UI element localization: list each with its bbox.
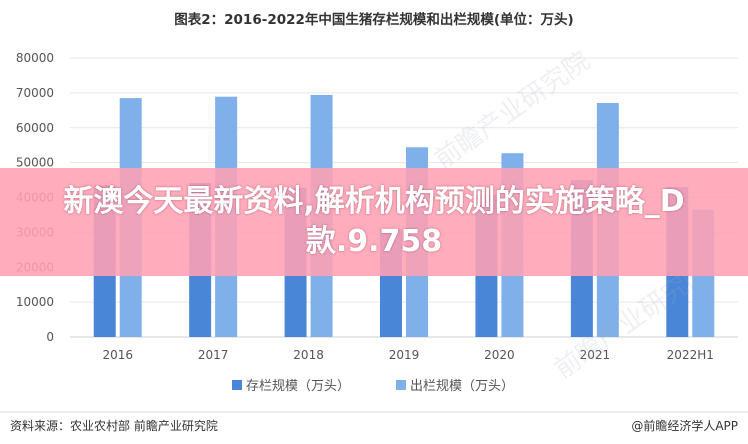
chart-title: 图表2：2016-2022年中国生猪存栏规模和出栏规模(单位：万头) (174, 11, 573, 28)
banner-headline: 新澳今天最新资料,解析机构预测的实施策略_D款.9.758 (63, 184, 685, 259)
x-tick-label: 2021 (580, 348, 611, 362)
brand-label: @前瞻经济学人APP (631, 418, 738, 433)
x-tick-label: 2022H1 (667, 348, 714, 362)
legend-swatch (232, 380, 242, 390)
headline-banner: 新澳今天最新资料,解析机构预测的实施策略_D款.9.758 (0, 168, 748, 276)
legend-swatch (396, 380, 406, 390)
x-tick-label: 2017 (198, 348, 229, 362)
x-tick-label: 2019 (389, 348, 420, 362)
y-tick-label: 10000 (16, 295, 54, 309)
legend-label: 出栏规模（万头） (410, 379, 514, 394)
x-tick-label: 2018 (293, 348, 324, 362)
x-tick-label: 2020 (484, 348, 515, 362)
legend-label: 存栏规模（万头） (246, 379, 350, 394)
y-tick-label: 70000 (16, 86, 54, 100)
legend: 存栏规模（万头） 出栏规模（万头） (232, 379, 514, 394)
y-tick-label: 50000 (16, 156, 54, 170)
x-axis: 2016 2017 2018 2019 2020 2021 2022H1 (102, 348, 713, 362)
y-tick-label: 80000 (16, 51, 54, 65)
source-note: 资料来源：农业农村部 前瞻产业研究院 (10, 418, 218, 433)
y-tick-label: 60000 (16, 121, 54, 135)
x-tick-label: 2016 (102, 348, 133, 362)
y-tick-label: 0 (46, 330, 54, 344)
